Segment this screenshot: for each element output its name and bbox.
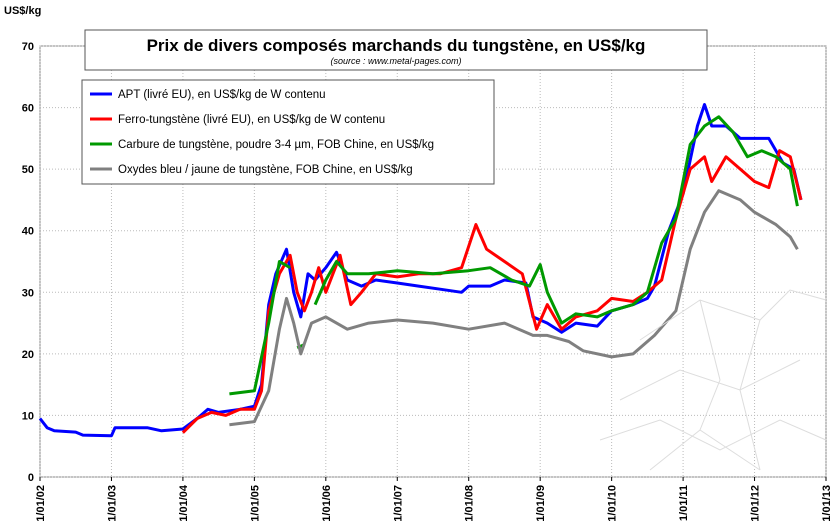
y-axis-label: US$/kg	[4, 5, 41, 17]
y-tick-label: 10	[22, 410, 34, 422]
y-tick-label: 60	[22, 103, 34, 115]
y-tick-label: 50	[22, 164, 34, 176]
legend-label: APT (livré EU), en US$/kg de W contenu	[118, 89, 326, 101]
chart: 0 10 20 30 40 50 60 70 1/01/02 1/01/03 1/01/04 1/01…	[0, 0, 830, 521]
y-tick-label: 30	[22, 287, 34, 299]
x-tick-label: 1/01/08	[464, 485, 476, 521]
x-tick-label: 1/01/12	[750, 485, 762, 521]
x-tick-label: 1/01/05	[249, 485, 261, 521]
chart-subtitle: (source : www.metal-pages.com)	[330, 56, 461, 66]
x-tick-label: 1/01/13	[821, 485, 830, 521]
legend-label: Ferro-tungstène (livré EU), en US$/kg de…	[118, 114, 385, 126]
chart-title: Prix de divers composés marchands du tun…	[147, 36, 646, 55]
x-tick-label: 1/01/06	[321, 485, 333, 521]
x-tick-label: 1/01/04	[178, 484, 190, 521]
y-tick-label: 40	[22, 226, 34, 238]
x-tick-label: 1/01/07	[392, 485, 404, 521]
legend-label: Oxydes bleu / jaune de tungstène, FOB Ch…	[118, 164, 413, 176]
x-tick-label: 1/01/10	[607, 485, 619, 521]
x-tick-label: 1/01/11	[678, 485, 690, 521]
y-tick-label: 70	[22, 41, 34, 53]
legend-label: Carbure de tungstène, poudre 3-4 µm, FOB…	[118, 139, 434, 151]
x-tick-label: 1/01/09	[535, 485, 547, 521]
x-tick-label: 1/01/03	[106, 485, 118, 521]
y-tick-label: 20	[22, 349, 34, 361]
y-tick-label: 0	[28, 472, 34, 484]
x-tick-label: 1/01/02	[35, 485, 47, 521]
